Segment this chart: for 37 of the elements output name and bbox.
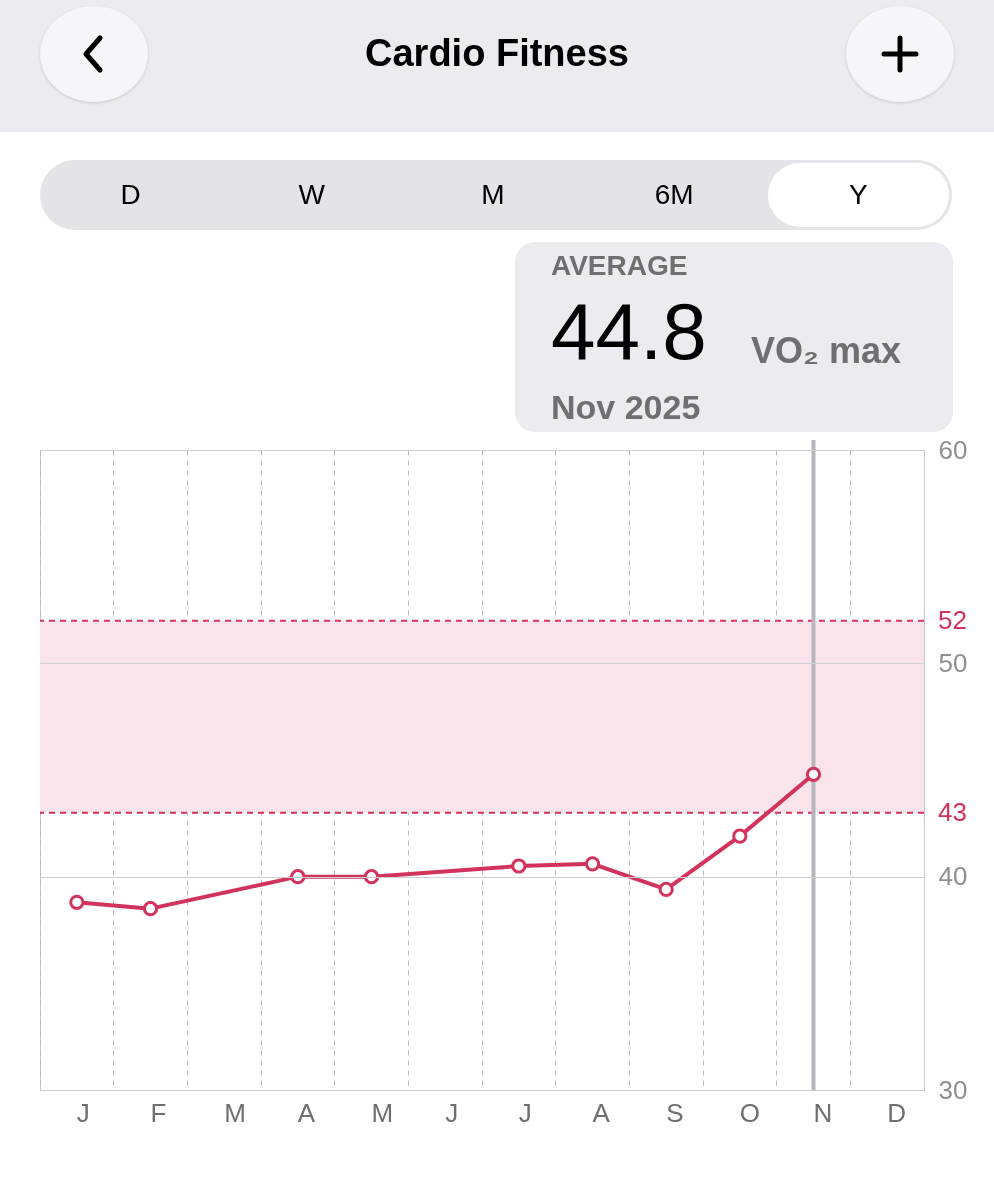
x-tick-label: N bbox=[813, 1097, 833, 1128]
text: AVERAGE bbox=[551, 250, 688, 282]
x-tick-label: S bbox=[666, 1097, 684, 1128]
text: M bbox=[480, 178, 506, 212]
point bbox=[363, 869, 380, 885]
text: D bbox=[119, 178, 142, 212]
ref-line-label: 52 bbox=[938, 604, 967, 635]
point bbox=[732, 828, 748, 844]
x-tick-label: F bbox=[150, 1097, 167, 1128]
ref-line-label: 43 bbox=[938, 796, 967, 827]
y-tick-label: 50 bbox=[938, 647, 968, 678]
x-tick-label: M bbox=[371, 1097, 394, 1128]
x-tick-label: A bbox=[297, 1097, 316, 1128]
point bbox=[69, 894, 85, 910]
text: 44.8 bbox=[551, 286, 707, 378]
x-tick-label: J bbox=[518, 1097, 532, 1128]
x-tick-label: J bbox=[76, 1097, 90, 1128]
x-tick-label: J bbox=[445, 1097, 459, 1128]
x-tick-label: D bbox=[887, 1097, 906, 1128]
y-tick-label: 40 bbox=[938, 861, 968, 892]
text: W bbox=[297, 178, 326, 212]
x-tick-label: O bbox=[739, 1097, 761, 1128]
text: 6M bbox=[653, 178, 695, 212]
text: Y bbox=[767, 163, 950, 227]
point bbox=[805, 766, 822, 782]
text: VO₂ max bbox=[751, 330, 902, 372]
point bbox=[142, 901, 159, 917]
y-tick-label: 30 bbox=[938, 1074, 968, 1105]
x-tick-label: A bbox=[592, 1097, 611, 1128]
chart-title: Cardio Fitness bbox=[364, 32, 630, 75]
x-tick-label: M bbox=[224, 1097, 246, 1128]
y-tick-label: 60 bbox=[938, 434, 968, 465]
text: Nov 2025 bbox=[551, 388, 701, 427]
point bbox=[290, 869, 306, 885]
point bbox=[658, 881, 674, 898]
point bbox=[584, 856, 601, 872]
point bbox=[511, 858, 527, 874]
